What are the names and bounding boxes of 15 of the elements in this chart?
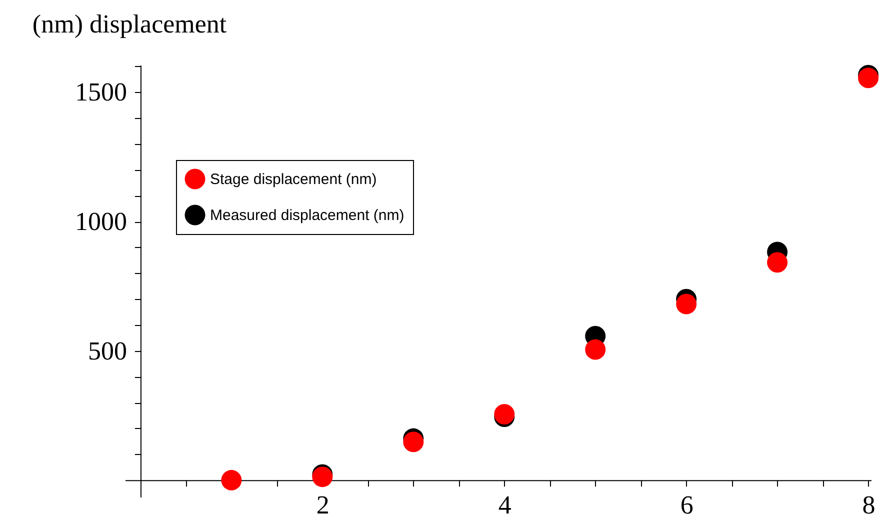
point [403, 432, 424, 452]
x-tick-label: 4 [498, 490, 512, 520]
legend-label: Stage displacement (nm) [210, 171, 377, 188]
x-tick-label: 6 [680, 490, 694, 520]
legend-label: Measured displacement (nm) [210, 207, 404, 224]
y-tick-label: 1000 [74, 207, 127, 236]
point [676, 294, 697, 314]
point [585, 339, 606, 360]
point [221, 470, 242, 490]
y-tick-label: 1500 [74, 78, 127, 107]
x-tick-label: 2 [316, 490, 330, 520]
x-tick-label: 8 [862, 490, 876, 520]
y-axis-title: (nm) displacement [32, 10, 228, 38]
point [767, 252, 788, 273]
y-tick-label: 500 [88, 336, 127, 366]
